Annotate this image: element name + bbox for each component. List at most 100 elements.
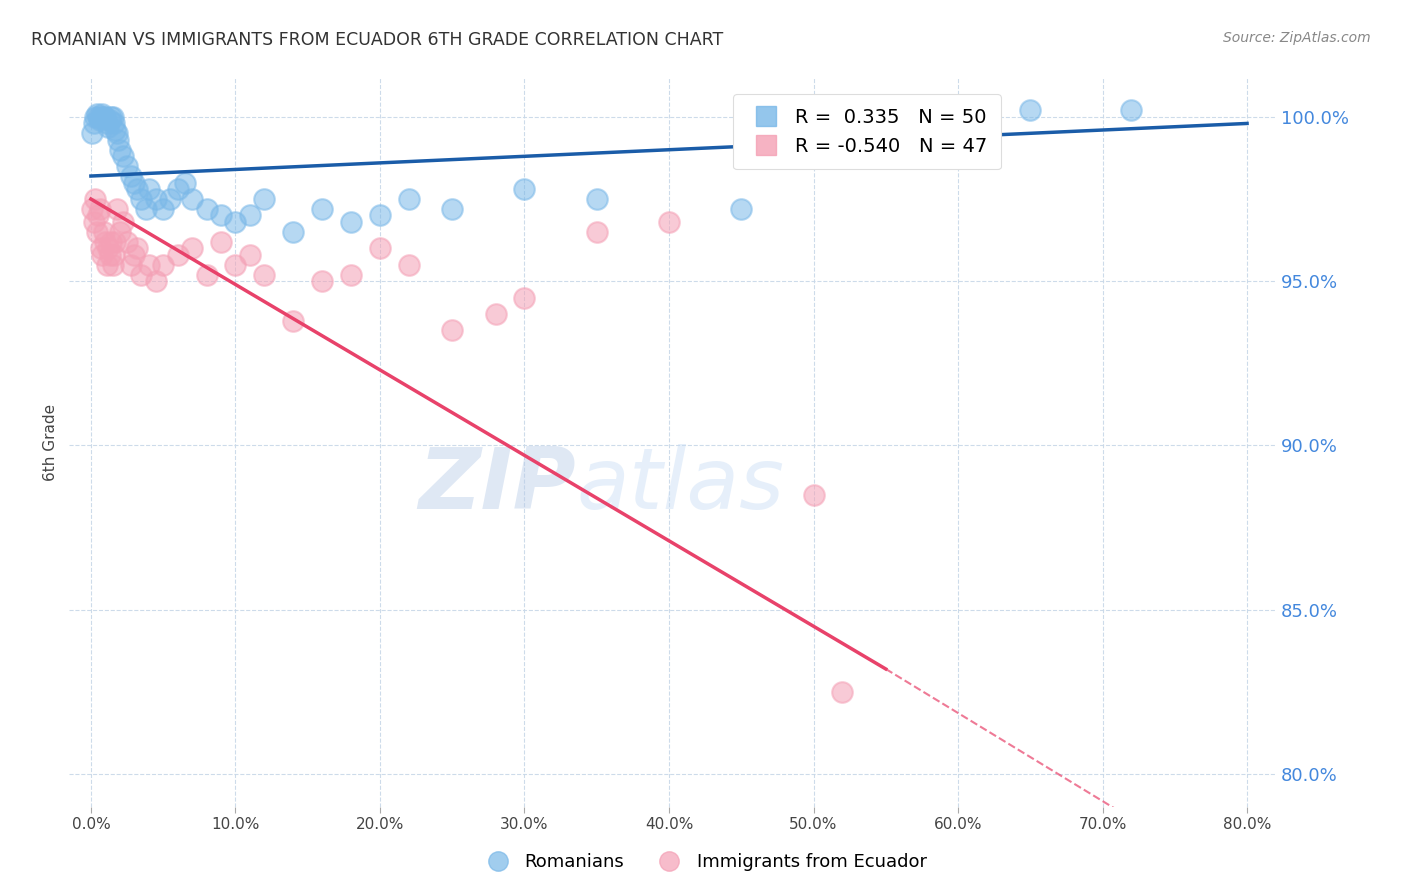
Point	[108, 143, 131, 157]
Point	[103, 248, 125, 262]
Point	[658, 215, 681, 229]
Point	[195, 202, 218, 216]
Point	[111, 215, 134, 229]
Point	[340, 215, 363, 229]
Point	[122, 176, 145, 190]
Point	[96, 116, 118, 130]
Point	[181, 192, 204, 206]
Point	[224, 215, 246, 229]
Point	[90, 241, 112, 255]
Point	[1121, 103, 1143, 118]
Point	[224, 258, 246, 272]
Point	[107, 133, 129, 147]
Point	[513, 291, 536, 305]
Point	[96, 258, 118, 272]
Point	[105, 202, 128, 216]
Point	[145, 274, 167, 288]
Point	[239, 209, 262, 223]
Point	[94, 110, 117, 124]
Point	[166, 182, 188, 196]
Point	[89, 113, 111, 128]
Point	[89, 202, 111, 216]
Point	[83, 215, 105, 229]
Point	[513, 182, 536, 196]
Point	[108, 225, 131, 239]
Point	[105, 126, 128, 140]
Point	[340, 268, 363, 282]
Point	[84, 192, 107, 206]
Point	[104, 123, 127, 137]
Point	[131, 192, 153, 206]
Point	[82, 126, 104, 140]
Point	[83, 116, 105, 130]
Point	[398, 192, 420, 206]
Point	[120, 258, 142, 272]
Point	[115, 159, 138, 173]
Point	[87, 110, 110, 124]
Point	[239, 248, 262, 262]
Point	[283, 313, 305, 327]
Point	[86, 106, 108, 120]
Point	[100, 235, 122, 249]
Point	[441, 323, 464, 337]
Point	[368, 241, 391, 255]
Point	[803, 488, 825, 502]
Point	[97, 241, 120, 255]
Point	[127, 182, 149, 196]
Point	[120, 169, 142, 183]
Point	[87, 209, 110, 223]
Point	[98, 113, 121, 128]
Point	[93, 110, 115, 124]
Point	[138, 258, 160, 272]
Point	[94, 235, 117, 249]
Point	[98, 248, 121, 262]
Point	[209, 209, 232, 223]
Legend: Romanians, Immigrants from Ecuador: Romanians, Immigrants from Ecuador	[472, 847, 934, 879]
Point	[91, 106, 114, 120]
Point	[730, 202, 752, 216]
Point	[441, 202, 464, 216]
Point	[311, 274, 333, 288]
Point	[101, 110, 124, 124]
Text: ROMANIAN VS IMMIGRANTS FROM ECUADOR 6TH GRADE CORRELATION CHART: ROMANIAN VS IMMIGRANTS FROM ECUADOR 6TH …	[31, 31, 723, 49]
Point	[84, 110, 107, 124]
Point	[253, 268, 276, 282]
Y-axis label: 6th Grade: 6th Grade	[44, 404, 58, 481]
Text: ZIP: ZIP	[419, 444, 576, 527]
Point	[115, 235, 138, 249]
Point	[283, 225, 305, 239]
Point	[181, 241, 204, 255]
Point	[159, 192, 181, 206]
Point	[195, 268, 218, 282]
Point	[131, 268, 153, 282]
Point	[398, 258, 420, 272]
Point	[103, 116, 125, 130]
Point	[135, 202, 157, 216]
Point	[138, 182, 160, 196]
Point	[152, 202, 174, 216]
Point	[311, 202, 333, 216]
Point	[831, 685, 853, 699]
Point	[585, 225, 607, 239]
Point	[127, 241, 149, 255]
Point	[585, 192, 607, 206]
Point	[1019, 103, 1042, 118]
Point	[90, 110, 112, 124]
Text: Source: ZipAtlas.com: Source: ZipAtlas.com	[1223, 31, 1371, 45]
Text: atlas: atlas	[576, 444, 785, 527]
Point	[111, 149, 134, 163]
Point	[82, 202, 104, 216]
Point	[152, 258, 174, 272]
Point	[122, 248, 145, 262]
Point	[173, 176, 195, 190]
Point	[166, 248, 188, 262]
Point	[104, 235, 127, 249]
Legend: R =  0.335   N = 50, R = -0.540   N = 47: R = 0.335 N = 50, R = -0.540 N = 47	[733, 95, 1001, 169]
Point	[484, 307, 506, 321]
Point	[368, 209, 391, 223]
Point	[253, 192, 276, 206]
Point	[93, 225, 115, 239]
Point	[86, 225, 108, 239]
Point	[101, 258, 124, 272]
Point	[97, 120, 120, 134]
